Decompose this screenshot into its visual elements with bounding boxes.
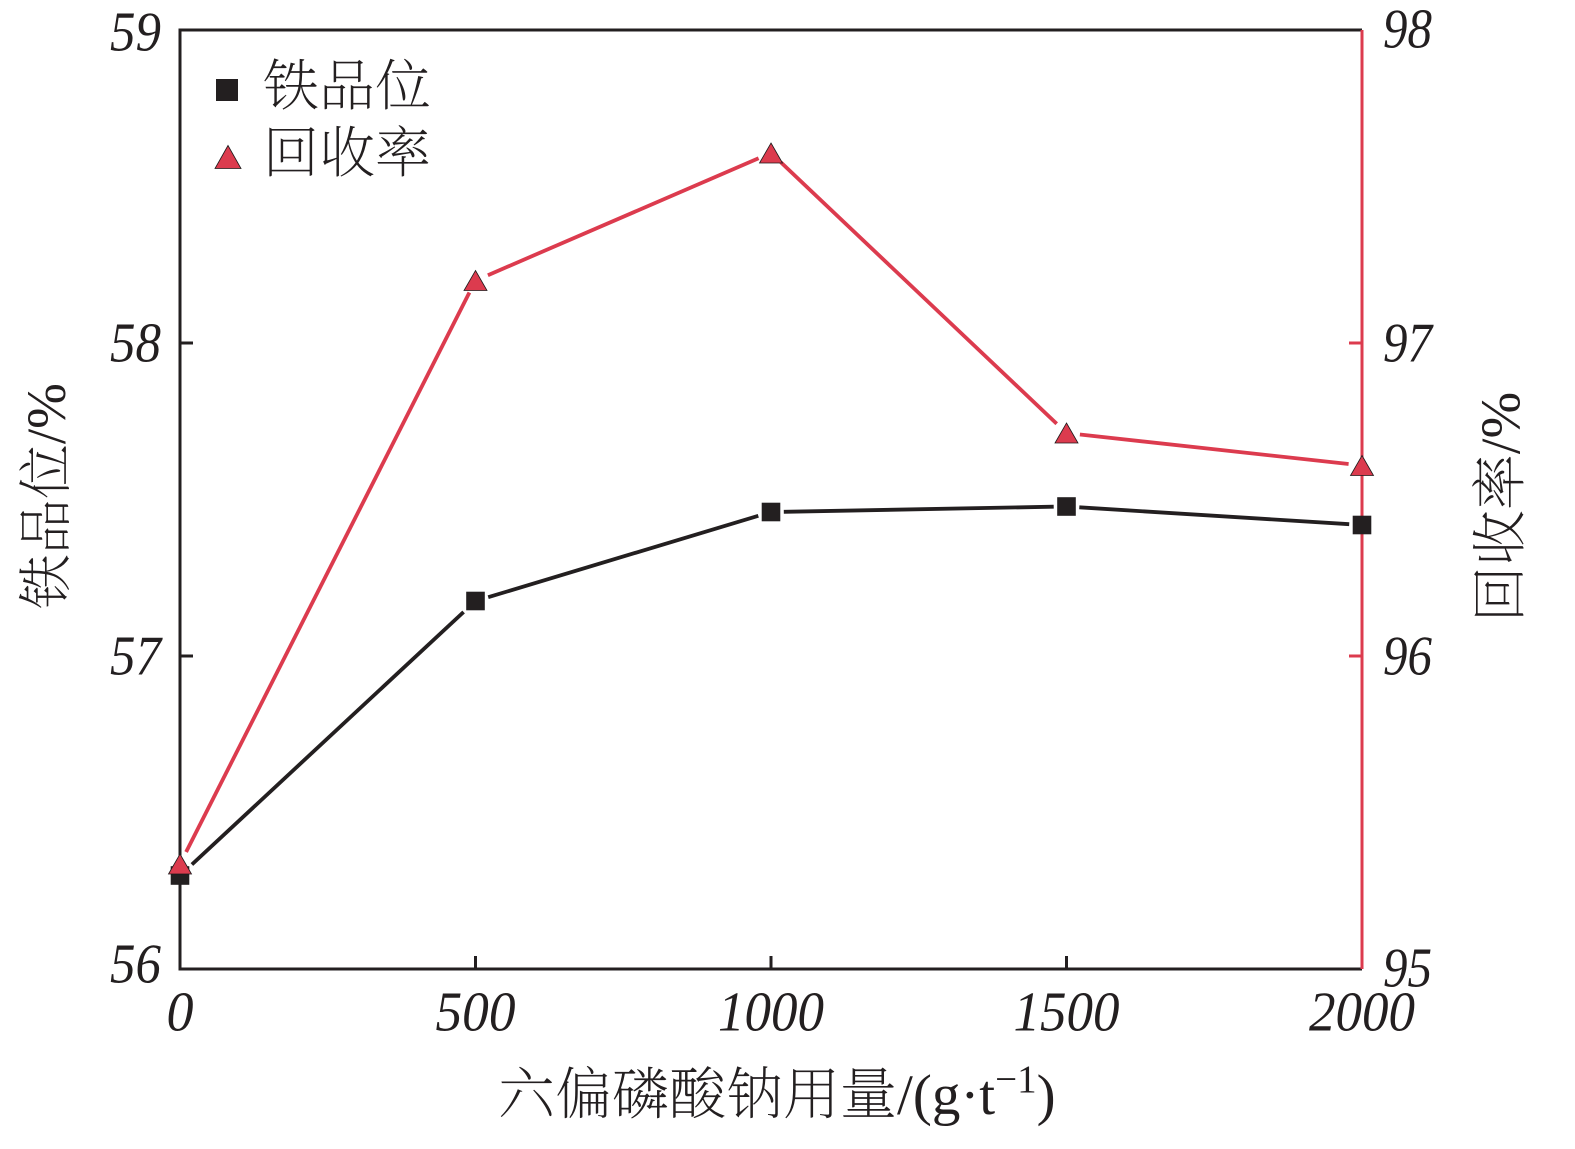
svg-text:/%: /%	[16, 383, 77, 444]
svg-text:95: 95	[1383, 938, 1432, 1000]
svg-text:57: 57	[110, 626, 163, 688]
svg-text:59: 59	[110, 2, 161, 64]
svg-text:1500: 1500	[1014, 982, 1120, 1044]
svg-text:96: 96	[1383, 626, 1432, 688]
svg-text:58: 58	[110, 313, 161, 375]
svg-text:2000: 2000	[1309, 982, 1415, 1044]
svg-text:1000: 1000	[718, 982, 824, 1044]
svg-text:0: 0	[167, 982, 194, 1044]
svg-text:/%: /%	[1470, 392, 1532, 454]
svg-text:56: 56	[110, 934, 161, 996]
svg-text:500: 500	[436, 982, 516, 1044]
svg-text:98: 98	[1383, 0, 1432, 61]
svg-text:97: 97	[1383, 313, 1434, 375]
